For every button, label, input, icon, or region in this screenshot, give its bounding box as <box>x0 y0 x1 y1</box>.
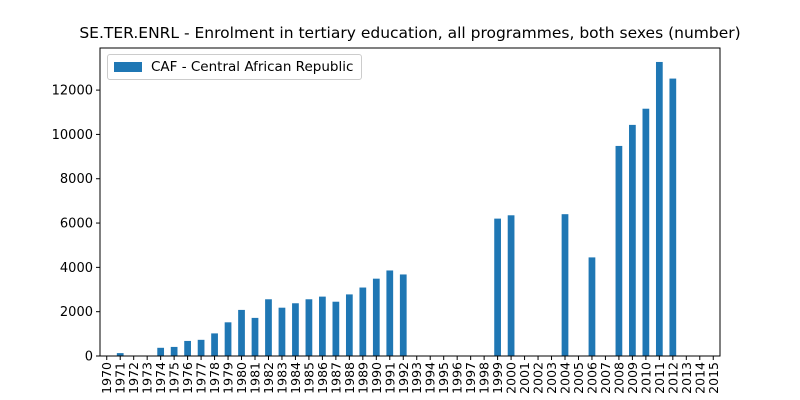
x-tick-label: 1989 <box>355 362 370 394</box>
legend-swatch <box>114 62 142 72</box>
bar-1981 <box>251 317 259 356</box>
bar-1999 <box>494 218 501 356</box>
y-tick-label: 4000 <box>60 261 93 276</box>
bar-1991 <box>386 270 394 356</box>
x-tick-label: 1972 <box>126 362 141 394</box>
bar-1985 <box>305 299 313 356</box>
chart-title: SE.TER.ENRL - Enrolment in tertiary educ… <box>79 24 741 42</box>
x-tick-label: 1974 <box>153 362 168 394</box>
x-tick-label: 2002 <box>531 362 546 394</box>
x-tick-label: 1971 <box>113 362 128 394</box>
x-tick-label: 1970 <box>99 362 114 394</box>
x-tick-label: 1978 <box>207 362 222 394</box>
x-tick-label: 1979 <box>221 362 236 394</box>
x-tick-label: 1995 <box>436 362 451 394</box>
bar-1987 <box>332 301 340 356</box>
x-tick-label: 1985 <box>301 362 316 394</box>
bar-2006 <box>588 257 596 356</box>
x-tick-label: 2008 <box>611 362 626 394</box>
bar-2012 <box>669 78 677 356</box>
bar-1979 <box>224 322 232 356</box>
x-tick-label: 2001 <box>517 362 532 394</box>
bar-1974 <box>157 347 165 356</box>
x-tick-label: 1986 <box>315 362 330 394</box>
y-tick-label: 8000 <box>60 172 93 187</box>
x-tick-label: 2010 <box>638 362 653 394</box>
bar-1983 <box>278 307 286 356</box>
bar-1990 <box>372 278 380 356</box>
plot-frame <box>99 47 721 357</box>
bar-1975 <box>170 346 178 356</box>
bar-2010 <box>642 108 650 356</box>
bar-1984 <box>292 303 299 356</box>
x-tick-label: 1997 <box>463 362 478 394</box>
x-tick-label: 1977 <box>194 362 209 394</box>
bar-1978 <box>211 333 218 356</box>
x-tick-label: 2007 <box>598 362 613 394</box>
x-tick-label: 2012 <box>665 362 680 394</box>
x-tick-label: 2011 <box>652 362 667 394</box>
y-tick-label: 10000 <box>52 128 93 143</box>
y-tick-label: 2000 <box>60 305 93 320</box>
bar-2004 <box>561 214 569 356</box>
bar-2008 <box>615 145 623 356</box>
x-tick-label: 2005 <box>571 362 586 394</box>
bar-1989 <box>359 287 367 356</box>
x-tick-label: 2006 <box>584 362 599 394</box>
x-tick-label: 1993 <box>409 362 424 394</box>
x-tick-label: 2004 <box>558 362 573 394</box>
x-tick-label: 1998 <box>477 362 492 394</box>
bar-1980 <box>238 309 245 356</box>
bar-2011 <box>655 61 663 356</box>
x-tick-label: 1981 <box>248 362 263 394</box>
bar-1986 <box>319 296 326 356</box>
x-tick-label: 1992 <box>396 362 411 394</box>
bar-2009 <box>629 124 636 356</box>
x-tick-label: 1976 <box>180 362 195 394</box>
x-tick-label: 1973 <box>140 362 155 394</box>
x-tick-label: 1991 <box>382 362 397 394</box>
x-tick-label: 2009 <box>625 362 640 394</box>
bar-1992 <box>399 274 407 356</box>
x-tick-label: 1984 <box>288 362 303 394</box>
bar-1977 <box>197 339 205 356</box>
x-tick-label: 1982 <box>261 362 276 394</box>
legend: CAF - Central African Republic <box>107 54 363 80</box>
x-tick-label: 1994 <box>423 362 438 394</box>
y-tick-label: 12000 <box>52 84 93 99</box>
y-tick-label: 0 <box>85 350 93 365</box>
bar-1982 <box>265 299 272 356</box>
x-tick-label: 1983 <box>274 362 289 394</box>
x-tick-label: 2000 <box>504 362 519 394</box>
x-tick-label: 2013 <box>679 362 694 394</box>
x-tick-label: 1975 <box>167 362 182 394</box>
x-tick-label: 1980 <box>234 362 249 394</box>
x-tick-label: 1999 <box>490 362 505 394</box>
x-tick-label: 1996 <box>450 362 465 394</box>
x-tick-label: 1990 <box>369 362 384 394</box>
legend-label: CAF - Central African Republic <box>151 59 354 75</box>
x-tick-label: 1987 <box>328 362 343 394</box>
x-tick-label: 1988 <box>342 362 357 394</box>
bar-2000 <box>507 215 515 356</box>
x-tick-label: 2015 <box>706 362 721 394</box>
x-tick-label: 2014 <box>692 362 707 394</box>
x-tick-label: 2003 <box>544 362 559 394</box>
bar-1988 <box>345 294 353 356</box>
bar-1976 <box>184 340 191 356</box>
bar-1971 <box>116 353 124 356</box>
y-tick-label: 6000 <box>60 217 93 232</box>
